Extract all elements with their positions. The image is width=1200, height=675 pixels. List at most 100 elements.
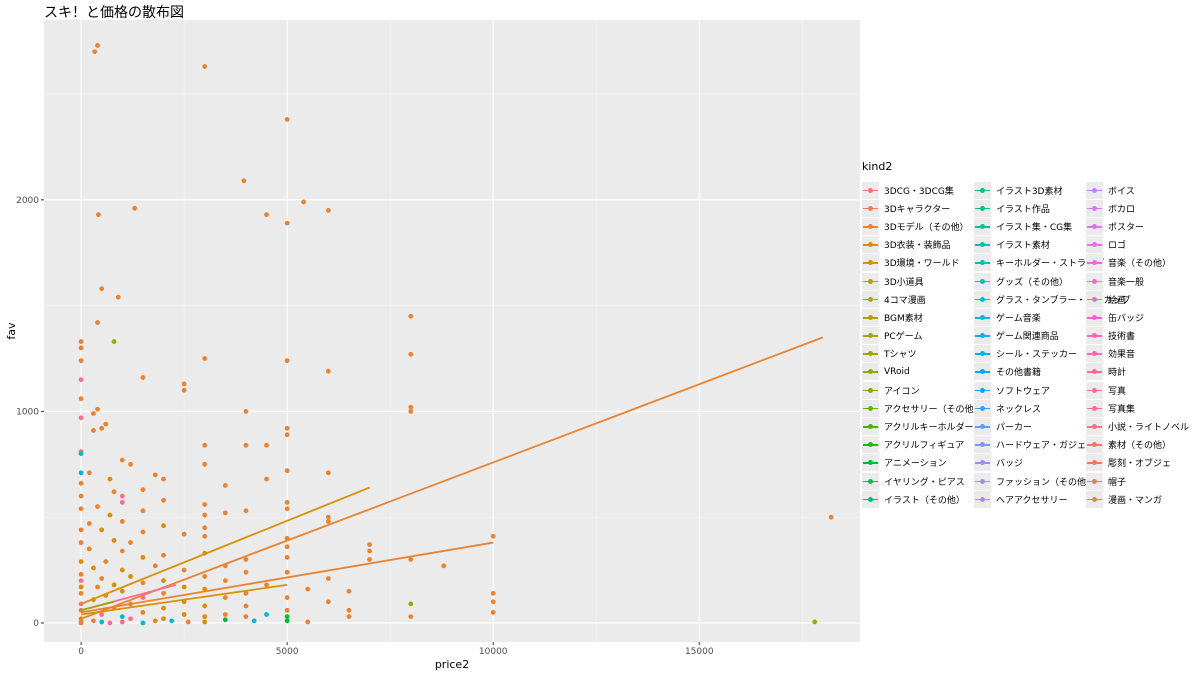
legend-key-icon: [1086, 308, 1103, 326]
data-point: [78, 480, 84, 486]
legend-label: 3D環境・ワールド: [884, 259, 960, 270]
legend-label: イヤリング・ピアス: [884, 477, 965, 488]
data-point: [243, 508, 249, 514]
data-point: [169, 618, 175, 624]
data-point: [222, 612, 228, 617]
data-point: [490, 609, 496, 615]
data-point: [128, 540, 133, 545]
data-point: [222, 617, 228, 623]
legend: kind2 3DCG・3DCG集 3Dキャラクター 3Dモデル（その他） 3D衣装・装…: [862, 160, 1198, 508]
data-point: [325, 470, 331, 476]
data-point: [91, 411, 96, 416]
legend-label: ボカロ: [1108, 204, 1136, 215]
data-point: [367, 548, 372, 554]
legend-item: ポスター: [1086, 217, 1198, 235]
legend-item: アクセサリー（その他）: [862, 399, 983, 417]
legend-title: kind2: [862, 160, 893, 173]
legend-key-icon: [862, 236, 879, 254]
legend-key-icon: [1086, 181, 1103, 199]
data-point: [346, 588, 352, 594]
legend-label: 3Dキャラクター: [884, 204, 951, 215]
data-point: [103, 421, 109, 427]
legend-label: 漫画・マンガ: [1108, 495, 1163, 506]
data-point: [346, 614, 352, 620]
data-point: [181, 567, 187, 573]
data-point: [161, 578, 166, 584]
data-point: [408, 408, 414, 414]
legend-column: 3DCG・3DCG集 3Dキャラクター 3Dモデル（その他） 3D衣装・装飾品 3D環境…: [862, 181, 983, 508]
data-point: [119, 493, 125, 499]
data-point: [78, 578, 84, 584]
data-point: [325, 599, 331, 605]
data-point: [243, 614, 249, 620]
data-point: [243, 442, 249, 448]
legend-key-icon: [974, 490, 991, 508]
data-point: [99, 425, 105, 431]
data-point: [140, 529, 146, 535]
legend-item: 技術書: [1086, 327, 1198, 345]
legend-key-icon: [974, 290, 991, 308]
legend-key-icon: [862, 254, 879, 272]
data-point: [152, 472, 158, 478]
data-point: [408, 614, 414, 620]
data-point: [490, 590, 496, 596]
data-point: [99, 576, 105, 581]
data-point: [408, 313, 414, 319]
data-point: [202, 502, 208, 507]
legend-key-icon: [862, 490, 879, 508]
legend-item: アイコン: [862, 381, 974, 399]
data-point: [78, 584, 84, 590]
data-point: [264, 442, 269, 448]
data-point: [202, 461, 208, 467]
data-point: [243, 408, 249, 414]
legend-columns: 3DCG・3DCG集 3Dキャラクター 3Dモデル（その他） 3D衣装・装飾品 3D環境…: [862, 181, 1198, 508]
x-tick-label: 10000: [479, 647, 508, 657]
data-point: [828, 514, 834, 520]
legend-item: イラスト集・CG集: [974, 217, 1086, 235]
legend-key-icon: [862, 272, 879, 290]
legend-key-icon: [862, 436, 879, 454]
data-point: [441, 563, 447, 569]
y-axis-label: fav: [5, 322, 18, 340]
legend-label: イラスト集・CG集: [996, 222, 1073, 233]
data-point: [119, 519, 125, 524]
trend-line: [80, 583, 288, 616]
legend-item: 効果音: [1086, 345, 1198, 363]
legend-item: 3Dキャラクター: [862, 199, 974, 217]
legend-item: その他書籍: [974, 363, 1086, 381]
legend-item: PCゲーム: [862, 327, 974, 345]
panel-background: [44, 20, 860, 642]
legend-key-icon: [974, 399, 991, 417]
data-points: [78, 42, 834, 626]
legend-label: Tシャツ: [884, 350, 917, 361]
legend-item: 3D小道具: [862, 272, 974, 290]
legend-label: 小説・ライトノベル: [1108, 423, 1190, 434]
legend-key-icon: [974, 308, 991, 326]
legend-item: ソフトウェア: [974, 381, 1086, 399]
data-point: [222, 483, 228, 488]
y-tick-label: 2000: [16, 196, 39, 206]
data-point: [222, 595, 228, 600]
data-point: [202, 442, 208, 448]
data-point: [96, 212, 101, 218]
data-point: [140, 375, 146, 380]
legend-label: 写真集: [1108, 404, 1136, 415]
legend-item: ゲーム関連商品: [974, 327, 1086, 345]
legend-label: シール・ステッカー: [996, 350, 1078, 361]
legend-label: ネックレス: [996, 404, 1042, 415]
legend-label: 3DCG・3DCG集: [884, 186, 954, 197]
legend-item: BGM素材: [862, 308, 974, 326]
data-point: [78, 590, 84, 596]
data-point: [161, 616, 166, 622]
data-point: [111, 538, 117, 543]
legend-key-icon: [974, 272, 991, 290]
legend-label: グッズ（その他）: [996, 277, 1069, 288]
data-point: [119, 614, 125, 620]
data-point: [812, 619, 818, 625]
data-point: [202, 64, 208, 69]
legend-item: シール・ステッカー: [974, 345, 1086, 363]
legend-label: 絵画: [1108, 295, 1127, 306]
legend-key-icon: [1086, 399, 1103, 417]
data-point: [140, 508, 146, 514]
data-point: [181, 387, 187, 393]
